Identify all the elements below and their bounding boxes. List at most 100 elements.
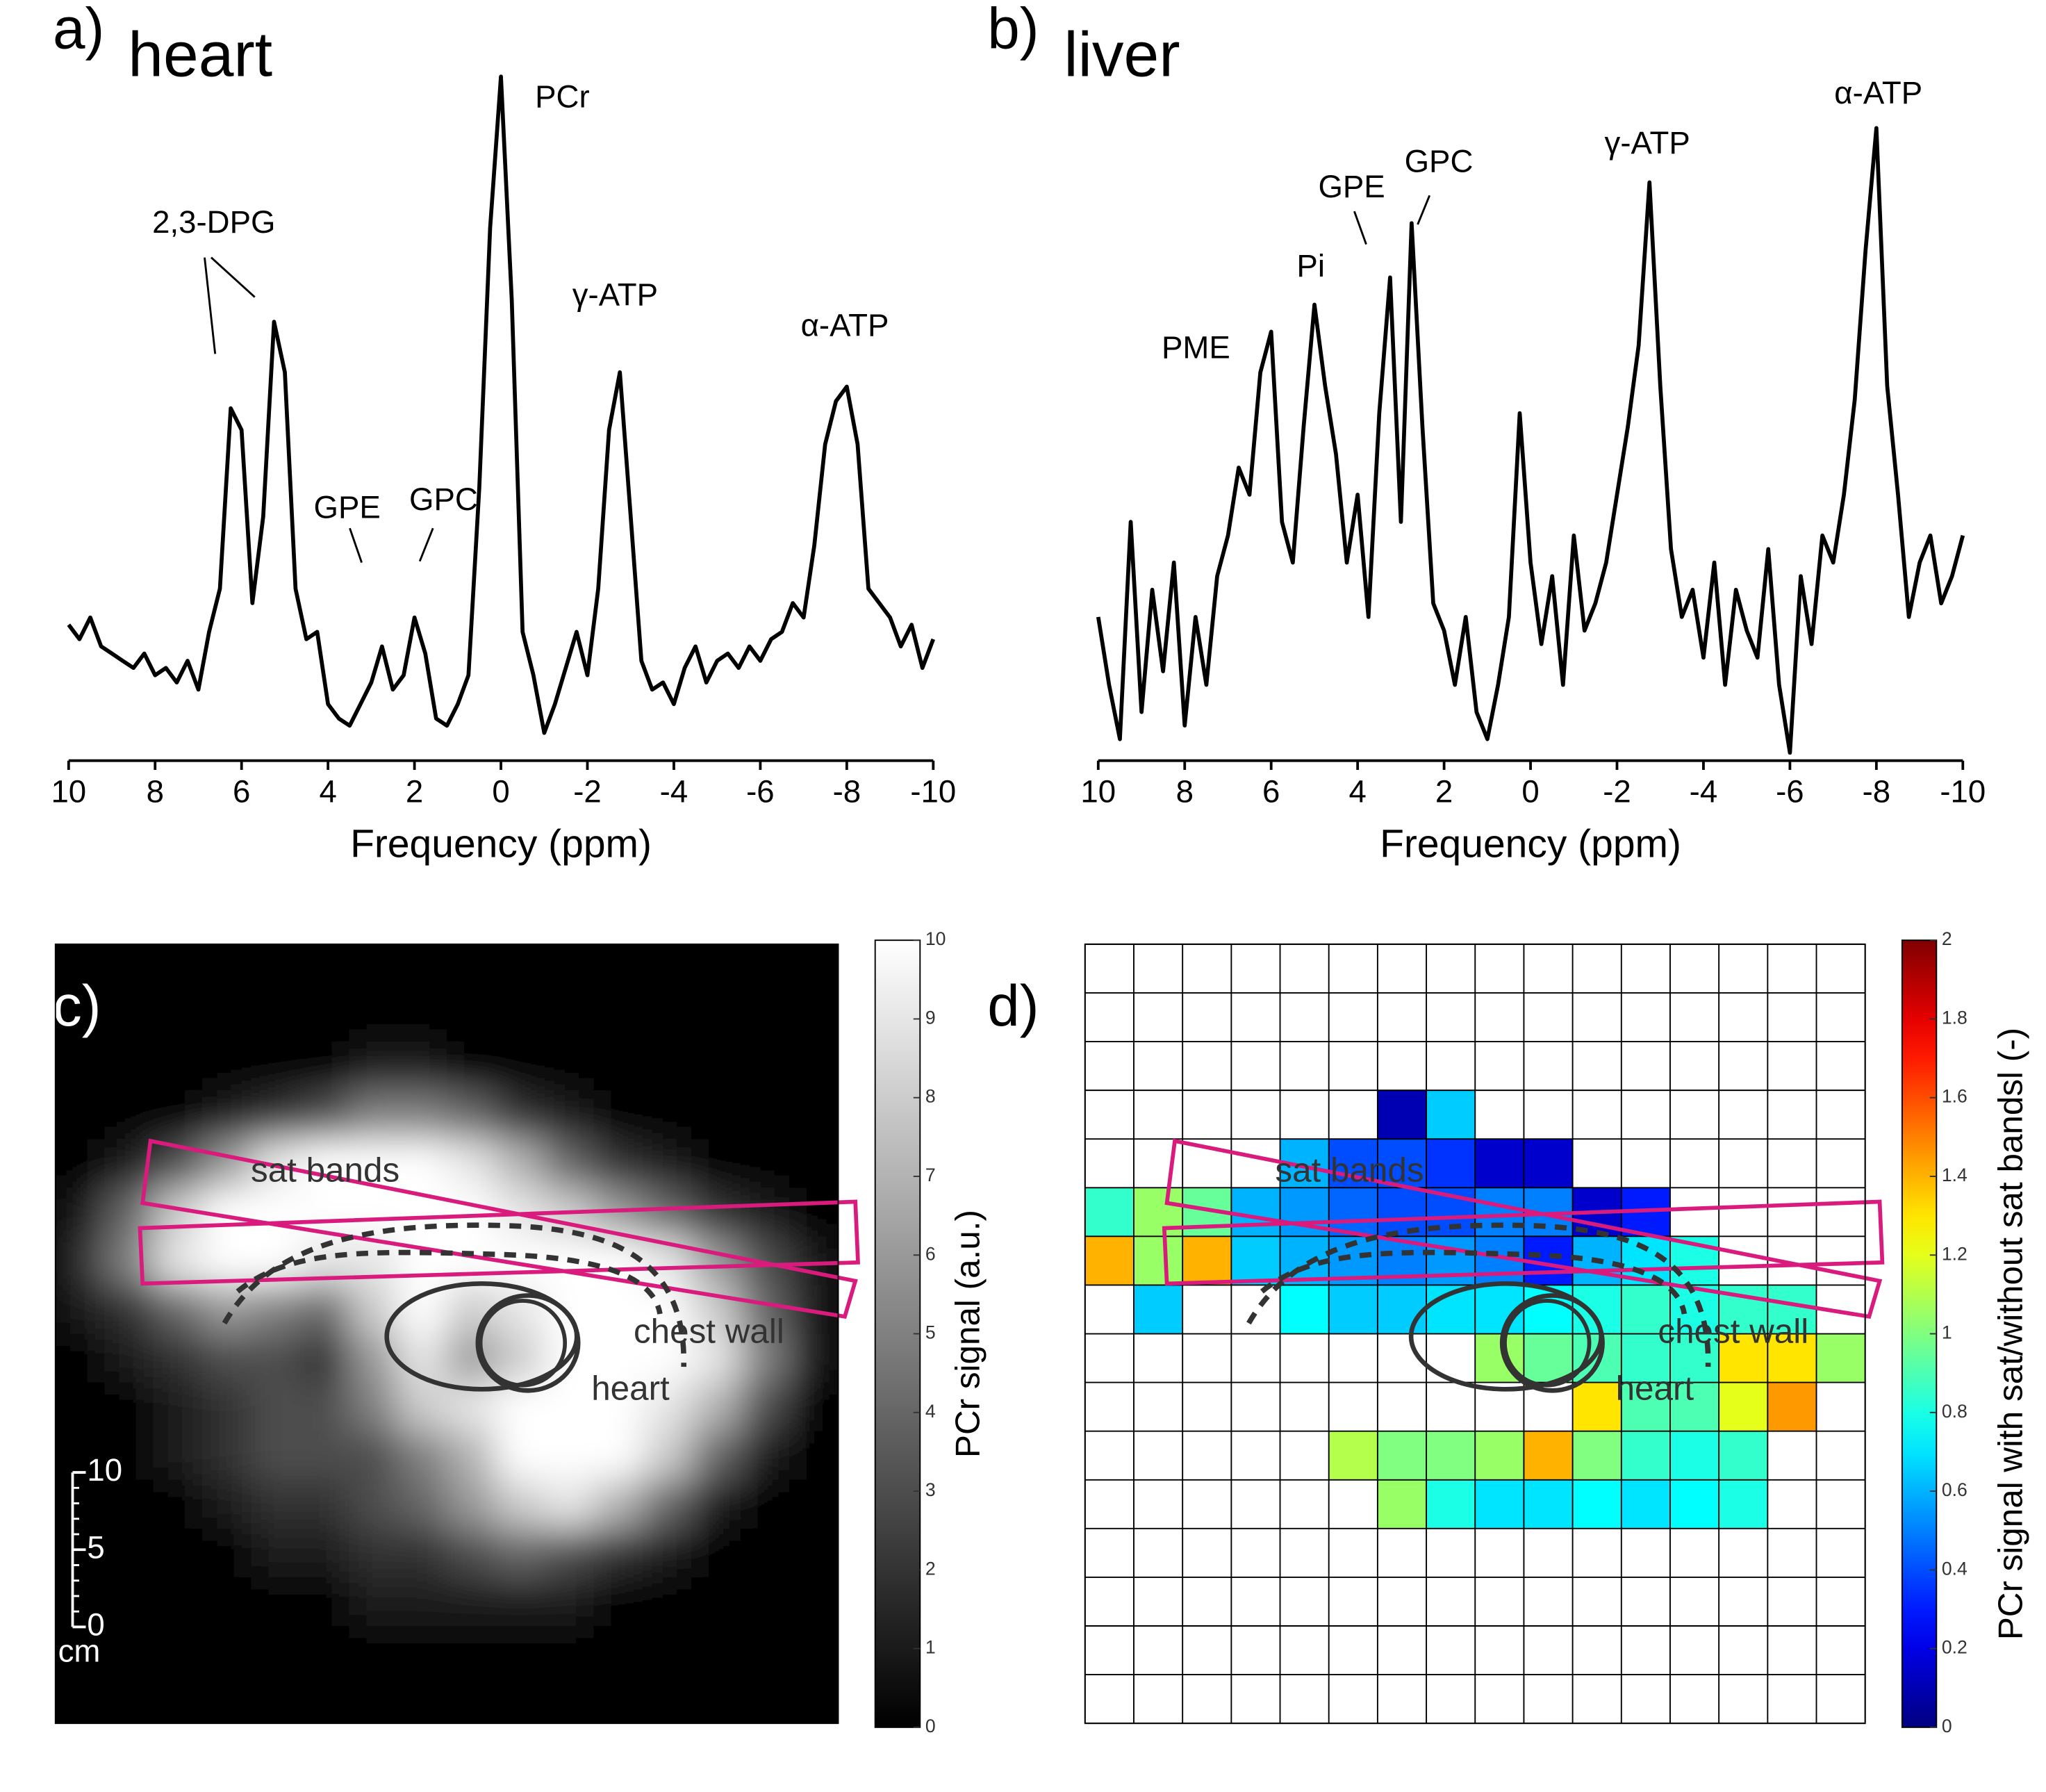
heatmap-cell bbox=[104, 1577, 154, 1627]
x-tick-label: 2 bbox=[1435, 773, 1453, 809]
heatmap-cell bbox=[740, 1382, 791, 1432]
heatmap-cell bbox=[104, 1042, 154, 1092]
heatmap-cell bbox=[251, 1187, 302, 1238]
heatmap-cell bbox=[299, 1528, 350, 1579]
heatmap-cell bbox=[104, 992, 154, 1043]
heatmap-cell bbox=[789, 944, 839, 994]
heatmap-cell bbox=[55, 1187, 106, 1238]
overlay-label: chest wall bbox=[634, 1313, 784, 1351]
heatmap-cell bbox=[349, 1675, 399, 1724]
overlay-label: heart bbox=[591, 1369, 670, 1407]
heatmap-cell bbox=[447, 1090, 497, 1140]
heatmap-cell bbox=[1767, 1333, 1817, 1383]
heatmap-cell bbox=[153, 1675, 204, 1724]
heatmap-cell bbox=[104, 1675, 154, 1724]
heatmap-cell bbox=[789, 1675, 839, 1724]
image-layer bbox=[55, 944, 839, 1724]
heatmap-cell bbox=[1524, 1139, 1573, 1188]
heatmap-cell bbox=[153, 1090, 204, 1140]
peak-pointer bbox=[418, 527, 434, 562]
x-axis-label: Frequency (ppm) bbox=[1380, 821, 1681, 866]
heatmap-cell bbox=[104, 1090, 154, 1140]
heatmap-cell bbox=[740, 1479, 791, 1530]
heatmap-cell bbox=[740, 1431, 791, 1481]
heatmap-cell bbox=[299, 1090, 350, 1140]
heatmap-cell bbox=[55, 1626, 106, 1676]
heatmap-cell bbox=[740, 992, 791, 1043]
colorbar-label: PCr signal with sat/without sat bandsl (… bbox=[1992, 1028, 2030, 1640]
heatmap-cell bbox=[691, 1042, 741, 1092]
colorbar-tick-label: 0 bbox=[925, 1716, 936, 1736]
colorbar-tick-label: 0 bbox=[1942, 1716, 1952, 1736]
heatmap-cell bbox=[593, 1333, 643, 1383]
heatmap-cell bbox=[642, 1577, 693, 1627]
heatmap-cell bbox=[740, 1577, 791, 1627]
heatmap-cell bbox=[1524, 1431, 1573, 1480]
scale-tick-label: 10 bbox=[87, 1452, 122, 1488]
heatmap-cell bbox=[593, 1090, 643, 1140]
heatmap-cell bbox=[397, 1090, 448, 1140]
heatmap-cell bbox=[1475, 1479, 1524, 1529]
heatmap-cell bbox=[202, 992, 252, 1043]
heatmap-cell bbox=[1133, 1236, 1183, 1285]
heatmap-cell bbox=[1572, 1479, 1622, 1529]
colorbar-tick-label: 10 bbox=[925, 928, 946, 949]
heart-outline bbox=[478, 1299, 568, 1388]
heatmap-cell bbox=[251, 1626, 302, 1676]
heatmap-cell bbox=[789, 1528, 839, 1579]
heatmap-cell bbox=[1621, 1285, 1670, 1334]
heatmap-cell bbox=[789, 992, 839, 1043]
heatmap-cell bbox=[1816, 1333, 1865, 1383]
heatmap-cell bbox=[397, 1139, 448, 1189]
heatmap-cell bbox=[251, 992, 302, 1043]
x-tick-label: 6 bbox=[233, 773, 250, 809]
heatmap-cell bbox=[691, 1236, 741, 1286]
heatmap-cell bbox=[495, 1090, 546, 1140]
heatmap-cell bbox=[593, 1285, 643, 1335]
heatmap-cell bbox=[691, 1479, 741, 1530]
heatmap-cell bbox=[299, 1479, 350, 1530]
heatmap-cell bbox=[251, 944, 302, 994]
heatmap-cell bbox=[251, 1042, 302, 1092]
colorbar-tick-label: 1 bbox=[925, 1637, 936, 1658]
heatmap-cell bbox=[789, 1382, 839, 1432]
sat-band bbox=[140, 1138, 858, 1320]
heatmap-cell bbox=[1719, 1382, 1768, 1431]
heatmap-cell bbox=[495, 1431, 546, 1481]
heatmap-cell bbox=[544, 992, 595, 1043]
heatmap-cell bbox=[202, 1626, 252, 1676]
heatmap-cell bbox=[1621, 1479, 1670, 1529]
colorbar-tick-label: 9 bbox=[925, 1007, 936, 1028]
heatmap-cell bbox=[691, 992, 741, 1043]
heatmap-cell bbox=[495, 1675, 546, 1724]
heatmap-cell bbox=[495, 1479, 546, 1530]
colorbar-tick-label: 1.4 bbox=[1942, 1165, 1967, 1185]
heatmap-cell bbox=[251, 1675, 302, 1724]
heatmap-cell bbox=[789, 1626, 839, 1676]
heatmap-cell bbox=[1377, 1139, 1427, 1188]
heatmap-cell bbox=[544, 1675, 595, 1724]
heatmap-cell bbox=[55, 1139, 106, 1189]
heatmap-cell bbox=[447, 944, 497, 994]
heatmap-cell bbox=[1426, 1431, 1476, 1480]
heatmap-cell bbox=[55, 1090, 106, 1140]
panel-title: liver bbox=[1064, 19, 1180, 90]
heatmap-cell bbox=[299, 1431, 350, 1481]
heatmap-cell bbox=[1669, 1285, 1719, 1334]
heatmap-cell bbox=[202, 1577, 252, 1627]
heatmap-cell bbox=[299, 992, 350, 1043]
scale-tick-label: 0 bbox=[87, 1606, 104, 1642]
heatmap-cell bbox=[1182, 1236, 1232, 1285]
panel-label: a) bbox=[53, 0, 104, 61]
heatmap-cell bbox=[1621, 1333, 1670, 1383]
heatmap-cell bbox=[55, 1528, 106, 1579]
heatmap-cell bbox=[1524, 1479, 1573, 1529]
heatmap-cell bbox=[544, 1382, 595, 1432]
heatmap-cell bbox=[593, 1382, 643, 1432]
heatmap-cell bbox=[1328, 1187, 1378, 1237]
heatmap-cell bbox=[740, 944, 791, 994]
heatmap-cell bbox=[544, 944, 595, 994]
heatmap-cell bbox=[1231, 1187, 1280, 1237]
spectrum-line bbox=[1096, 126, 1965, 755]
